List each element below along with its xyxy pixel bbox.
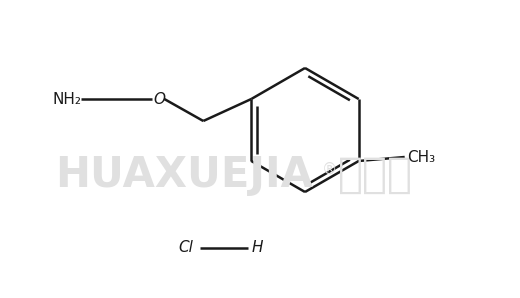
Text: HUAXUEJIA: HUAXUEJIA (55, 154, 313, 196)
Text: 化学加: 化学加 (338, 154, 413, 196)
Text: ®: ® (322, 162, 337, 176)
Text: CH₃: CH₃ (407, 150, 435, 164)
Text: NH₂: NH₂ (53, 91, 82, 106)
Text: H: H (252, 240, 264, 255)
Text: O: O (153, 91, 165, 106)
Text: Cl: Cl (178, 240, 193, 255)
